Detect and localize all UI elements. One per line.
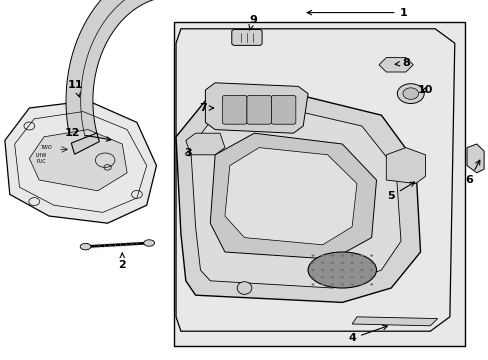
- Text: 9: 9: [248, 15, 256, 30]
- Ellipse shape: [321, 255, 324, 257]
- Ellipse shape: [350, 283, 353, 285]
- Ellipse shape: [321, 262, 324, 264]
- Text: 12: 12: [64, 128, 111, 141]
- Ellipse shape: [369, 283, 372, 285]
- Text: 5: 5: [386, 182, 414, 201]
- Polygon shape: [71, 133, 99, 154]
- Ellipse shape: [360, 269, 363, 271]
- Polygon shape: [351, 317, 437, 326]
- Ellipse shape: [307, 252, 376, 288]
- Ellipse shape: [237, 282, 251, 294]
- Ellipse shape: [311, 276, 314, 278]
- Ellipse shape: [321, 276, 324, 278]
- Polygon shape: [176, 94, 420, 302]
- Polygon shape: [466, 144, 483, 173]
- Polygon shape: [176, 29, 454, 331]
- Ellipse shape: [360, 255, 363, 257]
- Text: LHW: LHW: [36, 153, 47, 158]
- Ellipse shape: [311, 262, 314, 264]
- Ellipse shape: [80, 243, 91, 250]
- Text: TWO: TWO: [41, 145, 52, 150]
- Ellipse shape: [369, 255, 372, 257]
- Polygon shape: [205, 83, 307, 133]
- Text: 8: 8: [394, 58, 409, 68]
- Ellipse shape: [321, 283, 324, 285]
- Ellipse shape: [360, 262, 363, 264]
- Text: 6: 6: [465, 160, 479, 185]
- Text: 3: 3: [184, 148, 192, 158]
- Ellipse shape: [350, 269, 353, 271]
- Ellipse shape: [330, 269, 333, 271]
- Text: 7: 7: [199, 103, 213, 113]
- Ellipse shape: [321, 269, 324, 271]
- Ellipse shape: [330, 283, 333, 285]
- Ellipse shape: [311, 283, 314, 285]
- Polygon shape: [210, 133, 376, 259]
- Polygon shape: [224, 148, 356, 245]
- Ellipse shape: [369, 276, 372, 278]
- Ellipse shape: [369, 269, 372, 271]
- Polygon shape: [386, 148, 425, 184]
- Ellipse shape: [340, 283, 343, 285]
- Ellipse shape: [330, 255, 333, 257]
- Text: 2: 2: [118, 253, 126, 270]
- Ellipse shape: [340, 276, 343, 278]
- Text: 10: 10: [417, 85, 432, 95]
- Ellipse shape: [402, 88, 418, 99]
- Ellipse shape: [340, 255, 343, 257]
- Ellipse shape: [311, 255, 314, 257]
- Ellipse shape: [340, 262, 343, 264]
- FancyBboxPatch shape: [246, 95, 271, 124]
- Ellipse shape: [143, 240, 154, 246]
- Polygon shape: [5, 101, 156, 223]
- Ellipse shape: [369, 262, 372, 264]
- FancyBboxPatch shape: [231, 30, 262, 45]
- Text: PUC: PUC: [37, 159, 46, 164]
- Ellipse shape: [360, 276, 363, 278]
- Ellipse shape: [311, 269, 314, 271]
- Ellipse shape: [396, 84, 424, 104]
- Text: 11: 11: [68, 80, 83, 97]
- FancyBboxPatch shape: [222, 95, 246, 124]
- Bar: [173, 22, 464, 346]
- Polygon shape: [185, 133, 224, 155]
- Ellipse shape: [350, 276, 353, 278]
- Ellipse shape: [330, 276, 333, 278]
- FancyBboxPatch shape: [271, 95, 295, 124]
- Polygon shape: [66, 0, 166, 148]
- Ellipse shape: [330, 262, 333, 264]
- Polygon shape: [190, 108, 400, 288]
- Text: 1: 1: [306, 8, 407, 18]
- Text: 4: 4: [347, 325, 386, 343]
- Polygon shape: [29, 130, 127, 191]
- Ellipse shape: [340, 269, 343, 271]
- Ellipse shape: [350, 255, 353, 257]
- Ellipse shape: [350, 262, 353, 264]
- Ellipse shape: [360, 283, 363, 285]
- Polygon shape: [378, 58, 412, 72]
